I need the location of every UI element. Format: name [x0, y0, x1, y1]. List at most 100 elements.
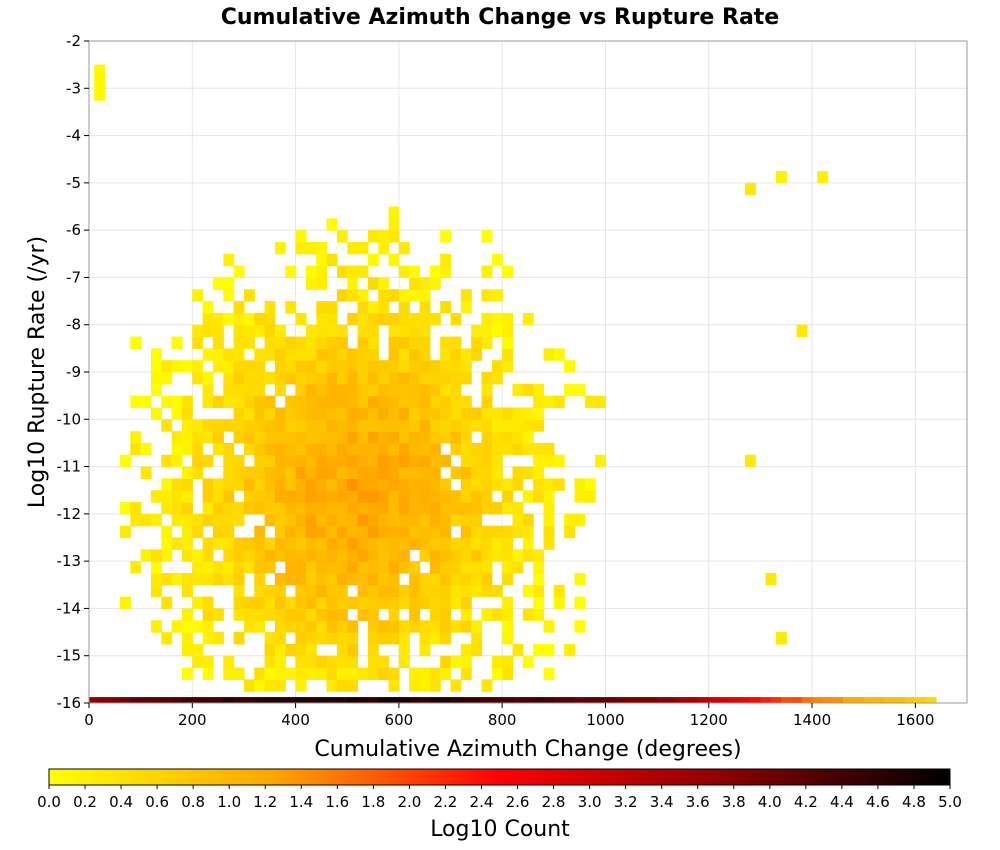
heatmap-cell	[512, 419, 524, 432]
heatmap-cell	[460, 360, 472, 373]
heatmap-cell	[440, 561, 452, 574]
heatmap-cell	[481, 419, 493, 432]
heatmap-cell	[481, 324, 493, 338]
bottom-row-cell	[429, 697, 441, 703]
heatmap-cell	[367, 478, 379, 491]
heatmap-cell	[450, 679, 462, 692]
heatmap-cell	[295, 490, 307, 503]
heatmap-cell	[347, 596, 359, 610]
heatmap-cell	[316, 301, 328, 314]
heatmap-cell	[419, 667, 431, 680]
heatmap-cell	[460, 525, 472, 539]
heatmap-cell	[388, 466, 400, 479]
heatmap-cell	[471, 502, 483, 515]
y-axis-title: Log10 Rupture Rate (/yr)	[25, 236, 50, 508]
heatmap-cell	[409, 620, 421, 633]
heatmap-cell	[254, 324, 266, 338]
heatmap-cell	[285, 537, 297, 550]
heatmap-cell	[161, 502, 173, 515]
heatmap-cell	[357, 372, 369, 385]
heatmap-cell	[450, 372, 462, 385]
heatmap-cell	[305, 478, 317, 491]
heatmap-cell	[460, 667, 472, 680]
heatmap-cell	[254, 407, 266, 420]
heatmap-cell	[274, 478, 286, 491]
heatmap-cell	[522, 525, 534, 539]
heatmap-cell	[254, 431, 266, 444]
heatmap-cell	[378, 537, 390, 550]
heatmap-cell	[295, 537, 307, 550]
heatmap-cell	[409, 502, 421, 515]
heatmap-cell	[223, 454, 235, 468]
heatmap-cell	[223, 253, 235, 267]
heatmap-cell	[295, 419, 307, 432]
heatmap-cell	[202, 513, 214, 527]
heatmap-cell	[316, 466, 328, 479]
heatmap-cell	[543, 537, 555, 550]
heatmap-cell	[460, 454, 472, 468]
heatmap-cell	[502, 549, 514, 562]
heatmap-cell	[409, 478, 421, 491]
heatmap-cell	[295, 632, 307, 645]
y-tick-label: -2	[66, 32, 81, 50]
heatmap-cell	[460, 301, 472, 314]
heatmap-cell	[223, 383, 235, 397]
heatmap-cell	[326, 561, 338, 574]
bottom-row-cell	[781, 697, 792, 703]
heatmap-cell	[243, 490, 255, 503]
bottom-row-cell	[688, 697, 700, 703]
heatmap-cell	[481, 312, 493, 326]
heatmap-cell	[419, 632, 431, 645]
heatmap-cell	[295, 454, 307, 468]
heatmap-cell	[254, 454, 266, 468]
heatmap-cell	[316, 419, 328, 432]
heatmap-cell	[140, 549, 152, 562]
heatmap-cell	[305, 383, 317, 397]
heatmap-cell	[336, 561, 348, 574]
heatmap-cell	[522, 608, 534, 621]
heatmap-cell	[409, 372, 421, 385]
heatmap-cell	[419, 277, 431, 290]
heatmap-cell	[223, 348, 235, 361]
heatmap-cell	[181, 442, 193, 456]
heatmap-cell	[481, 561, 493, 574]
heatmap-cell	[161, 360, 173, 373]
heatmap-cell	[254, 383, 266, 397]
heatmap-cell	[398, 324, 410, 338]
heatmap-cell	[336, 655, 348, 669]
heatmap-cell	[574, 572, 586, 586]
heatmap-cell	[181, 478, 193, 491]
heatmap-cell	[326, 383, 338, 397]
heatmap-cell	[181, 537, 193, 550]
heatmap-cell	[326, 478, 338, 491]
heatmap-cell	[336, 608, 348, 621]
heatmap-cell	[378, 490, 390, 503]
heatmap-cell	[533, 478, 545, 491]
heatmap-cell	[419, 584, 431, 598]
heatmap-cell	[243, 431, 255, 444]
heatmap-cell	[481, 407, 493, 420]
heatmap-cell	[429, 466, 441, 479]
heatmap-cell	[481, 584, 493, 598]
heatmap-cell	[357, 301, 369, 314]
heatmap-cell	[460, 395, 472, 409]
heatmap-cell	[212, 478, 224, 491]
heatmap-cell	[274, 632, 286, 645]
heatmap-cell	[264, 490, 276, 503]
heatmap-cell	[223, 655, 235, 669]
heatmap-cell	[429, 608, 441, 621]
heatmap-cell	[440, 301, 452, 314]
heatmap-cell	[274, 372, 286, 385]
heatmap-cell	[553, 584, 565, 598]
heatmap-cell	[378, 667, 390, 680]
heatmap-cell	[181, 584, 193, 598]
heatmap-cell	[471, 525, 483, 539]
heatmap-cell	[171, 572, 183, 586]
heatmap-cell	[419, 454, 431, 468]
heatmap-cell	[378, 431, 390, 444]
heatmap-cell	[388, 372, 400, 385]
heatmap-cell	[502, 667, 514, 680]
heatmap-cell	[502, 502, 514, 515]
heatmap-cell	[398, 383, 410, 397]
heatmap-cell	[357, 584, 369, 598]
